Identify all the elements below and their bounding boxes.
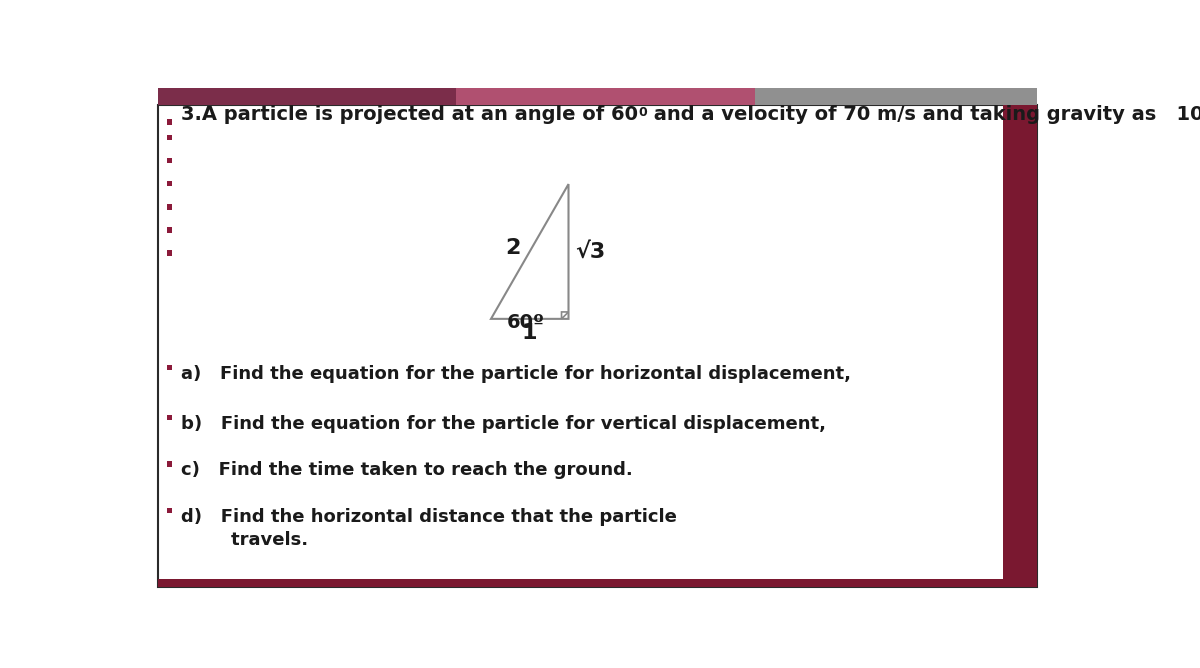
Text: 0: 0: [638, 106, 647, 120]
Text: 2: 2: [505, 238, 521, 258]
Bar: [167, 204, 173, 210]
Bar: [157, 88, 456, 105]
Text: 1: 1: [522, 323, 538, 343]
Bar: [167, 462, 173, 467]
Text: a)   Find the equation for the particle for horizontal displacement,: a) Find the equation for the particle fo…: [181, 365, 851, 383]
Text: b)   Find the equation for the particle for vertical displacement,: b) Find the equation for the particle fo…: [181, 415, 826, 433]
Text: 3.A particle is projected at an angle of 60: 3.A particle is projected at an angle of…: [181, 105, 638, 124]
Text: d)   Find the horizontal distance that the particle: d) Find the horizontal distance that the…: [181, 508, 677, 526]
Bar: [167, 508, 173, 513]
Bar: [755, 88, 1037, 105]
Text: travels.: travels.: [181, 530, 308, 548]
Bar: [167, 365, 173, 371]
Bar: [167, 181, 173, 186]
Bar: [157, 579, 1002, 587]
Bar: [167, 227, 173, 232]
Bar: [167, 135, 173, 140]
Bar: [167, 415, 173, 420]
Bar: [167, 120, 173, 125]
Text: 60º: 60º: [506, 313, 545, 332]
Text: √3: √3: [575, 242, 605, 261]
Text: and a velocity of 70 m/s and taking gravity as   10 m/s: and a velocity of 70 m/s and taking grav…: [647, 105, 1200, 124]
Bar: [167, 158, 173, 163]
Bar: [1002, 105, 1037, 587]
Text: c)   Find the time taken to reach the ground.: c) Find the time taken to reach the grou…: [181, 462, 632, 480]
Bar: [167, 250, 173, 256]
Bar: [456, 88, 755, 105]
